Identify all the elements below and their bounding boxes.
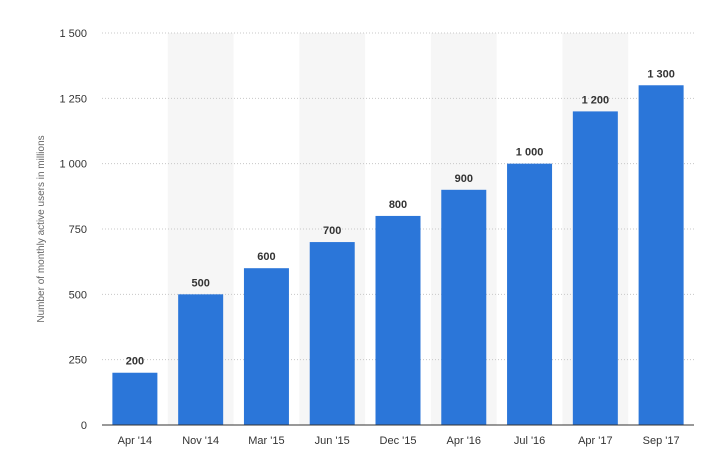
y-tick-label: 1 250 xyxy=(59,93,87,105)
bar[interactable] xyxy=(309,242,355,425)
bar[interactable] xyxy=(572,111,618,426)
x-tick-label: Dec '15 xyxy=(380,435,417,447)
data-label: 500 xyxy=(191,277,209,289)
bar[interactable] xyxy=(638,85,684,426)
bar[interactable] xyxy=(375,215,421,425)
y-tick-label: 0 xyxy=(81,420,87,432)
bar[interactable] xyxy=(178,294,224,425)
x-tick-label: Apr '16 xyxy=(447,435,482,447)
y-tick-label: 750 xyxy=(69,224,87,236)
x-tick-label: Jun '15 xyxy=(315,435,350,447)
bar[interactable] xyxy=(441,189,487,425)
data-label: 1 000 xyxy=(516,147,544,159)
data-label: 600 xyxy=(257,251,275,263)
data-label: 900 xyxy=(455,173,473,185)
data-label: 1 300 xyxy=(647,68,675,80)
x-tick-label: Jul '16 xyxy=(514,435,545,447)
y-tick-label: 250 xyxy=(69,355,87,367)
data-label: 200 xyxy=(126,356,144,368)
y-axis-tick-labels: 0 250 500 750 1 000 1 250 1 500 xyxy=(59,28,87,432)
data-label: 700 xyxy=(323,225,341,237)
x-tick-label: Apr '14 xyxy=(118,435,153,447)
y-tick-label: 500 xyxy=(69,289,87,301)
x-axis-tick-labels: Apr '14 Nov '14 Mar '15 Jun '15 Dec '15 Apr '… xyxy=(118,435,680,447)
x-tick-label: Sep '17 xyxy=(643,435,680,447)
bar[interactable] xyxy=(507,163,553,425)
bar[interactable] xyxy=(243,268,289,425)
bar[interactable] xyxy=(112,372,158,425)
y-tick-label: 1 000 xyxy=(59,159,87,171)
x-tick-label: Mar '15 xyxy=(248,435,284,447)
data-label: 800 xyxy=(389,199,407,211)
x-tick-label: Nov '14 xyxy=(182,435,219,447)
data-label: 1 200 xyxy=(582,94,610,106)
bars xyxy=(112,85,684,426)
data-labels: 200 500 600 700 800 900 1 000 1 200 1 300 xyxy=(126,68,675,367)
y-axis-title: Number of monthly active users in millio… xyxy=(36,135,47,322)
y-tick-label: 1 500 xyxy=(59,28,87,40)
x-tick-label: Apr '17 xyxy=(578,435,613,447)
